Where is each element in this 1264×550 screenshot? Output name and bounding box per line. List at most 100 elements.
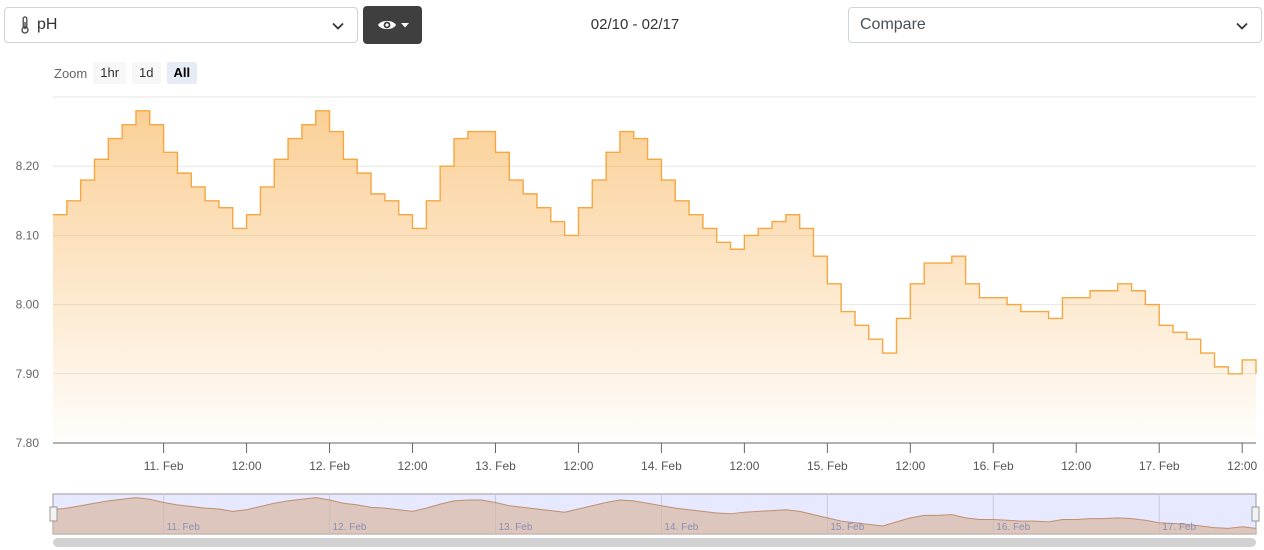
zoom-all-button[interactable]: All — [166, 62, 198, 84]
data-point — [937, 262, 939, 264]
data-point — [494, 151, 496, 153]
data-point — [232, 227, 234, 229]
data-point — [702, 227, 704, 229]
compare-select-placeholder: Compare — [860, 16, 926, 33]
data-point — [176, 172, 178, 174]
data-point — [522, 193, 524, 195]
data-point — [854, 324, 856, 326]
caret-down-icon — [400, 23, 409, 28]
data-point — [785, 213, 787, 215]
data-point — [812, 255, 814, 257]
date-range-label: 02/10 - 02/17 — [590, 16, 680, 33]
data-point — [411, 227, 413, 229]
data-point — [992, 296, 994, 298]
data-point — [550, 220, 552, 222]
y-tick-label: 7.90 — [16, 367, 40, 381]
data-point — [328, 130, 330, 132]
data-point — [1103, 290, 1105, 292]
data-point — [356, 172, 358, 174]
data-point — [964, 283, 966, 285]
compare-select[interactable]: Compare — [848, 7, 1262, 43]
data-point — [245, 213, 247, 215]
data-point — [66, 200, 68, 202]
data-point — [342, 158, 344, 160]
data-point — [135, 110, 137, 112]
data-point — [1075, 296, 1077, 298]
data-point — [218, 207, 220, 209]
data-point — [370, 193, 372, 195]
data-point — [1034, 310, 1036, 312]
data-point — [536, 207, 538, 209]
navigator-tick-label: 12. Feb — [333, 522, 367, 533]
data-point — [1186, 338, 1188, 340]
data-point — [1255, 373, 1257, 375]
chevron-down-icon — [332, 22, 344, 30]
horizontal-scrollbar[interactable] — [53, 538, 1256, 547]
navigator-tick-label: 14. Feb — [664, 522, 698, 533]
x-tick-label: 12:00 — [1061, 459, 1091, 473]
data-point — [1117, 283, 1119, 285]
data-point — [1130, 290, 1132, 292]
data-point — [1213, 366, 1215, 368]
navigator-tick-label: 13. Feb — [498, 522, 532, 533]
data-point — [646, 158, 648, 160]
data-point — [384, 200, 386, 202]
data-point — [729, 248, 731, 250]
ph-area — [53, 110, 1256, 443]
data-point — [895, 317, 897, 319]
x-tick-label: 17. Feb — [1139, 459, 1180, 473]
data-point — [757, 227, 759, 229]
data-point — [881, 352, 883, 354]
data-point — [978, 296, 980, 298]
data-point — [1020, 310, 1022, 312]
data-point — [1199, 352, 1201, 354]
x-tick-label: 12:00 — [563, 459, 593, 473]
data-point — [467, 130, 469, 132]
data-point — [868, 338, 870, 340]
data-point — [840, 310, 842, 312]
view-options-button[interactable] — [363, 6, 422, 44]
navigator-handle-left[interactable] — [49, 506, 58, 522]
zoom-1hr-button[interactable]: 1hr — [93, 62, 127, 84]
data-point — [1158, 324, 1160, 326]
data-point — [1061, 296, 1063, 298]
navigator-ticks: 11. Feb 12. Feb 13. Feb 14. Feb 15. Feb 16. F… — [167, 522, 1197, 533]
data-point — [743, 234, 745, 236]
data-point — [674, 200, 676, 202]
navigator-area — [53, 497, 1256, 534]
data-point — [508, 179, 510, 181]
navigator[interactable]: 11. Feb 12. Feb 13. Feb 14. Feb 15. Feb 16. F… — [49, 493, 1260, 535]
data-point — [190, 186, 192, 188]
data-point — [1241, 359, 1243, 361]
data-point — [259, 186, 261, 188]
zoom-1d-button[interactable]: 1d — [132, 62, 161, 84]
data-point — [605, 151, 607, 153]
data-point — [1006, 303, 1008, 305]
data-point — [619, 130, 621, 132]
data-point — [162, 151, 164, 153]
data-point — [798, 227, 800, 229]
data-point — [716, 241, 718, 243]
navigator-handle-right[interactable] — [1251, 506, 1260, 522]
data-point — [577, 207, 579, 209]
data-point — [204, 200, 206, 202]
data-point — [591, 179, 593, 181]
x-tick-label: 12:00 — [895, 459, 925, 473]
data-point — [315, 110, 317, 112]
data-point — [439, 165, 441, 167]
x-tick-label: 12:00 — [398, 459, 428, 473]
eye-icon — [377, 20, 396, 30]
data-point — [563, 234, 565, 236]
data-point — [149, 123, 151, 125]
navigator-tick-label: 11. Feb — [167, 522, 201, 533]
data-point — [771, 220, 773, 222]
data-point — [425, 200, 427, 202]
metric-select[interactable]: pH — [4, 7, 358, 43]
ph-series-line — [53, 110, 1257, 375]
data-point — [453, 137, 455, 139]
x-tick-label: 16. Feb — [973, 459, 1014, 473]
data-point — [93, 158, 95, 160]
data-point — [107, 137, 109, 139]
navigator-tick-label: 16. Feb — [996, 522, 1030, 533]
